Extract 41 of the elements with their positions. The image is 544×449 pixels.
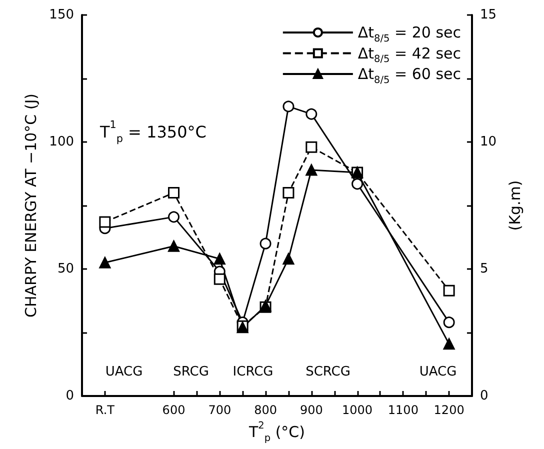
x-tick-label: R.T (95, 403, 116, 417)
y2-tick-label: 0 (480, 388, 488, 404)
point (306, 164, 318, 176)
point (168, 240, 180, 252)
y2-axis-title: (Kg.m) (506, 180, 524, 231)
y-tick-label: 100 (49, 134, 74, 150)
x-tick-label: 900 (300, 403, 323, 417)
annotation: SCRCG (306, 364, 350, 380)
point (99, 256, 111, 268)
y-tick-label: 0 (66, 388, 74, 404)
point (260, 238, 272, 250)
annotation: UACG (105, 364, 143, 380)
y-tick-label: 50 (57, 262, 74, 276)
point (214, 273, 226, 285)
point (168, 211, 180, 223)
x-tick-label: 700 (208, 403, 232, 417)
x-tick-label: 600 (162, 403, 186, 417)
point (443, 284, 455, 296)
point (99, 216, 111, 228)
y2-tick-label: 5 (480, 262, 488, 276)
y-tick-label: 150 (49, 8, 74, 22)
y2-tick-label: 10 (480, 134, 497, 150)
point (306, 141, 318, 153)
annotation: ICRCG (232, 364, 274, 380)
annotation: SRCG (173, 364, 209, 380)
point (352, 178, 364, 190)
x-tick-label: 1000 (342, 403, 373, 417)
point (282, 253, 294, 265)
point (443, 316, 455, 328)
y-axis-title: CHARPY ENERGY AT −10°C (J) (22, 93, 40, 318)
x-tick-label: 800 (254, 403, 277, 417)
point (443, 338, 455, 350)
point (214, 253, 226, 265)
y2-tick-label: 15 (480, 8, 497, 22)
point (168, 187, 180, 199)
annotation: UACG (419, 364, 457, 380)
point (306, 108, 318, 120)
x-tick-label: 1200 (434, 403, 464, 417)
x-tick-label: 1100 (388, 403, 418, 417)
point (282, 187, 294, 199)
point (282, 100, 294, 112)
